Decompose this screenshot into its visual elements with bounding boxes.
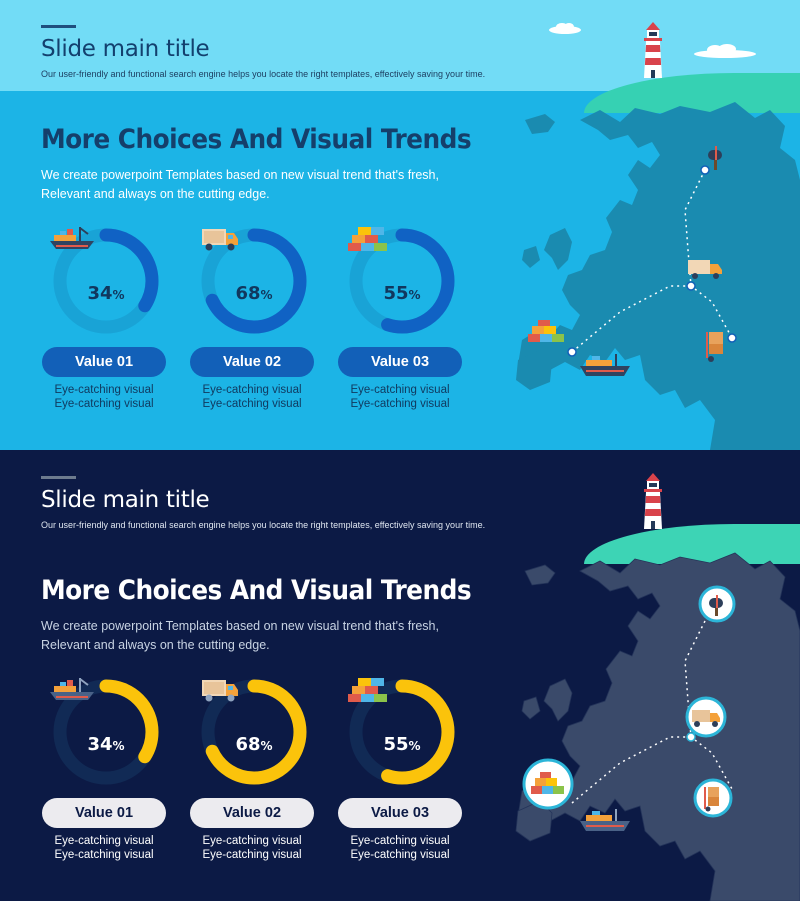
container-stack-icon xyxy=(528,320,564,342)
kpi-number: 34 xyxy=(87,734,113,755)
kpi-value: 68% xyxy=(190,283,318,304)
kpi-donut xyxy=(53,679,159,785)
kpi-caption: Eye-catching visual Eye-catching visual xyxy=(190,383,314,411)
kpi-value: 55% xyxy=(338,734,466,755)
hand-truck-icon xyxy=(706,332,723,362)
caption-line: Eye-catching visual xyxy=(202,835,302,847)
kpi-number: 55 xyxy=(383,283,409,304)
caption-line: Eye-catching visual xyxy=(350,835,450,847)
container-stack-icon xyxy=(348,227,387,251)
kpi-donut xyxy=(201,679,307,785)
kpi-label-button[interactable]: Value 03 xyxy=(338,347,462,377)
kpi-value: 34% xyxy=(42,283,170,304)
cargo-ship-icon xyxy=(50,678,94,700)
donut-progress-arc xyxy=(53,228,159,334)
mailbox-icon xyxy=(708,146,722,170)
slide-dark: Slide main title Our user-friendly and f… xyxy=(0,450,800,901)
kpi-label-button[interactable]: Value 02 xyxy=(190,798,314,828)
donut-progress-arc xyxy=(53,679,159,785)
kpi-unit: % xyxy=(408,288,421,302)
delivery-truck-icon xyxy=(688,260,722,279)
kpi-label-button[interactable]: Value 02 xyxy=(190,347,314,377)
caption-line: Eye-catching visual xyxy=(54,384,154,396)
cloud-icon xyxy=(549,23,581,34)
caption-line: Eye-catching visual xyxy=(54,849,154,861)
donut-progress-arc xyxy=(349,679,455,785)
description-line: Relevant and always on the cutting edge. xyxy=(41,187,270,201)
main-description: We create powerpoint Templates based on … xyxy=(41,617,481,655)
kpi-label-button[interactable]: Value 01 xyxy=(42,798,166,828)
europe-map xyxy=(516,102,800,450)
kpi-caption: Eye-catching visual Eye-catching visual xyxy=(42,834,166,862)
kpi-unit: % xyxy=(408,739,421,753)
kpi-number: 68 xyxy=(235,283,261,304)
kpi-value: 55% xyxy=(338,283,466,304)
caption-line: Eye-catching visual xyxy=(350,384,450,396)
kpi-label-button[interactable]: Value 01 xyxy=(42,347,166,377)
slide-subtitle: Our user-friendly and functional search … xyxy=(41,520,486,530)
description-line: Relevant and always on the cutting edge. xyxy=(41,638,270,652)
kpi-unit: % xyxy=(112,739,125,753)
kpi-donut xyxy=(53,228,159,334)
description-line: We create powerpoint Templates based on … xyxy=(41,168,439,182)
donut-progress-arc xyxy=(201,679,307,785)
description-line: We create powerpoint Templates based on … xyxy=(41,619,439,633)
map-landmass xyxy=(516,102,800,450)
cargo-ship-icon xyxy=(580,809,630,831)
slide-subtitle: Our user-friendly and functional search … xyxy=(41,69,486,79)
kpi-caption: Eye-catching visual Eye-catching visual xyxy=(338,383,462,411)
main-description: We create powerpoint Templates based on … xyxy=(41,166,481,204)
container-stack-icon xyxy=(348,678,387,702)
donut-progress-arc xyxy=(349,228,455,334)
caption-line: Eye-catching visual xyxy=(202,849,302,861)
map-landmass xyxy=(515,552,800,901)
kpi-caption: Eye-catching visual Eye-catching visual xyxy=(338,834,462,862)
kpi-caption: Eye-catching visual Eye-catching visual xyxy=(190,834,314,862)
lighthouse-icon xyxy=(644,473,662,529)
container-stack-icon xyxy=(522,758,574,810)
europe-map xyxy=(515,552,800,901)
caption-line: Eye-catching visual xyxy=(202,398,302,410)
kpi-unit: % xyxy=(260,739,273,753)
kpi-unit: % xyxy=(112,288,125,302)
kpi-number: 55 xyxy=(383,734,409,755)
kpi-donut xyxy=(349,679,455,785)
caption-line: Eye-catching visual xyxy=(202,384,302,396)
main-heading: More Choices And Visual Trends xyxy=(41,575,472,606)
slide-title: Slide main title xyxy=(41,487,210,513)
kpi-caption: Eye-catching visual Eye-catching visual xyxy=(42,383,166,411)
title-accent-bar xyxy=(41,25,76,28)
kpi-label-button[interactable]: Value 03 xyxy=(338,798,462,828)
kpi-number: 68 xyxy=(235,734,261,755)
cloud-icon xyxy=(694,44,756,58)
hand-truck-icon xyxy=(693,778,733,818)
delivery-truck-icon xyxy=(202,680,238,702)
cargo-ship-icon xyxy=(580,354,630,376)
slide-header: Slide main title Our user-friendly and f… xyxy=(0,451,800,564)
kpi-donut xyxy=(201,228,307,334)
kpi-unit: % xyxy=(260,288,273,302)
delivery-truck-icon xyxy=(202,229,238,251)
donut-progress-arc xyxy=(201,228,307,334)
slide-light: Slide main title Our user-friendly and f… xyxy=(0,0,800,450)
slide-header: Slide main title Our user-friendly and f… xyxy=(0,0,800,113)
caption-line: Eye-catching visual xyxy=(350,398,450,410)
cargo-ship-icon xyxy=(50,227,94,249)
kpi-value: 68% xyxy=(190,734,318,755)
kpi-number: 34 xyxy=(87,283,113,304)
slide-title: Slide main title xyxy=(41,36,210,62)
title-accent-bar xyxy=(41,476,76,479)
caption-line: Eye-catching visual xyxy=(54,835,154,847)
caption-line: Eye-catching visual xyxy=(350,849,450,861)
delivery-truck-icon xyxy=(685,696,727,738)
mailbox-icon xyxy=(698,585,736,623)
lighthouse-icon xyxy=(644,22,662,78)
kpi-donut xyxy=(349,228,455,334)
caption-line: Eye-catching visual xyxy=(54,398,154,410)
kpi-value: 34% xyxy=(42,734,170,755)
main-heading: More Choices And Visual Trends xyxy=(41,124,472,155)
